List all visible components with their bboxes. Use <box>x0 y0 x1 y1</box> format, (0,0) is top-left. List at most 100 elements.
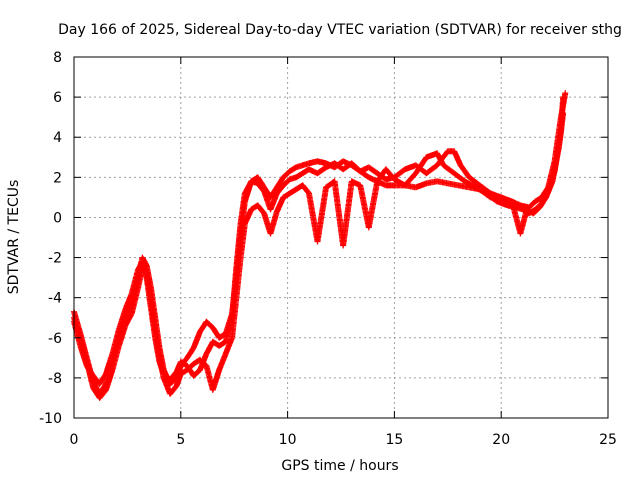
plot-frame <box>73 56 609 419</box>
data-point-marker <box>190 367 203 379</box>
data-point-marker <box>109 328 122 357</box>
data-point-marker <box>476 182 493 196</box>
data-point-marker <box>412 162 429 176</box>
data-point-marker <box>128 285 141 317</box>
data-point-marker <box>184 345 196 361</box>
data-point-marker <box>222 336 235 357</box>
data-point-marker <box>109 344 122 373</box>
data-point-marker <box>423 163 440 177</box>
data-point-marker <box>365 164 380 176</box>
data-point-marker <box>286 165 299 175</box>
y-tick-label: 6 <box>53 90 62 106</box>
x-tick-label: 15 <box>385 432 403 448</box>
data-point-marker <box>314 165 328 177</box>
x-tick-label: 25 <box>599 432 617 448</box>
data-point-marker <box>273 195 286 215</box>
data-point-marker <box>173 372 184 389</box>
data-point-marker <box>83 362 96 378</box>
x-axis-label: GPS time / hours <box>281 458 398 474</box>
data-point-marker <box>340 179 355 249</box>
data-point-marker <box>267 185 280 201</box>
data-point-marker <box>299 182 312 196</box>
y-tick-label: -10 <box>39 411 62 427</box>
y-tick-label: -4 <box>48 291 62 307</box>
data-point-marker <box>96 387 109 401</box>
data-point-marker <box>517 207 530 237</box>
y-tick-label: -2 <box>48 251 62 267</box>
data-point-marker <box>551 115 564 165</box>
data-point-marker <box>77 342 90 368</box>
data-point-marker <box>273 175 286 191</box>
data-point-marker <box>532 195 544 205</box>
data-point-marker <box>280 169 292 181</box>
data-point-marker <box>190 330 203 351</box>
data-point-marker <box>177 358 190 369</box>
data-point-marker <box>156 358 167 376</box>
data-point-marker <box>203 340 216 357</box>
x-tick-label: 0 <box>70 432 79 448</box>
y-tick-label: -8 <box>48 371 62 387</box>
data-point-marker <box>314 185 329 245</box>
data-series-track-2 <box>71 110 567 401</box>
data-point-marker <box>197 352 209 373</box>
data-point-marker <box>562 90 569 97</box>
data-point-marker <box>96 372 109 387</box>
y-tick-label: 0 <box>53 210 62 226</box>
data-point-marker <box>216 352 229 373</box>
data-point-marker <box>139 258 150 280</box>
data-point-marker <box>466 174 482 188</box>
data-point-marker <box>440 162 457 176</box>
data-point-marker <box>254 180 267 194</box>
axis-ticks: 0 5 10 15 20 25 -10 -8 -6 -4 -2 0 2 4 6 8 <box>39 50 617 448</box>
data-point-marker <box>122 311 134 329</box>
data-point-marker <box>451 148 464 168</box>
data-point-marker <box>526 199 538 211</box>
data-point-marker <box>451 170 467 184</box>
data-point-marker <box>530 205 542 217</box>
data-point-marker <box>457 162 472 180</box>
data-series-layer <box>71 90 569 401</box>
data-point-marker <box>293 171 305 181</box>
data-point-marker <box>365 179 381 231</box>
data-point-marker <box>203 318 215 330</box>
y-tick-label: 8 <box>53 50 62 66</box>
data-point-marker <box>209 368 222 393</box>
x-tick-label: 5 <box>176 432 185 448</box>
data-point-marker <box>254 174 267 190</box>
data-point-marker <box>233 221 244 271</box>
x-tick-label: 10 <box>279 432 297 448</box>
data-point-marker <box>476 186 493 200</box>
data-point-marker <box>229 266 240 321</box>
data-series-track-3 <box>71 90 569 387</box>
data-point-marker <box>167 383 179 397</box>
data-point-marker <box>167 375 179 387</box>
data-series-track-1 <box>71 94 567 397</box>
y-tick-label: -6 <box>48 331 62 347</box>
data-point-marker <box>143 274 154 310</box>
data-point-marker <box>237 221 248 261</box>
chart-title: Day 166 of 2025, Sidereal Day-to-day VTE… <box>58 22 622 38</box>
x-tick-label: 20 <box>492 432 510 448</box>
data-point-marker <box>558 91 568 121</box>
data-point-marker <box>254 202 267 216</box>
data-point-marker <box>216 339 228 349</box>
data-point-marker <box>103 352 115 377</box>
data-point-marker <box>434 149 450 169</box>
y-tick-label: 2 <box>53 170 62 186</box>
data-point-marker <box>536 195 549 211</box>
data-point-marker <box>280 177 292 189</box>
data-point-marker <box>545 159 558 191</box>
data-point-marker <box>222 316 235 345</box>
data-point-marker <box>241 207 254 227</box>
grid-lines <box>74 57 608 418</box>
data-point-marker <box>241 179 254 197</box>
y-axis-label: SDTVAR / TECUs <box>6 180 22 295</box>
data-point-marker <box>273 183 286 197</box>
data-point-marker <box>391 167 407 181</box>
data-point-marker <box>237 191 248 227</box>
data-point-marker <box>103 368 115 393</box>
data-point-marker <box>128 267 141 297</box>
data-point-marker <box>267 209 280 237</box>
data-point-marker <box>115 308 128 333</box>
